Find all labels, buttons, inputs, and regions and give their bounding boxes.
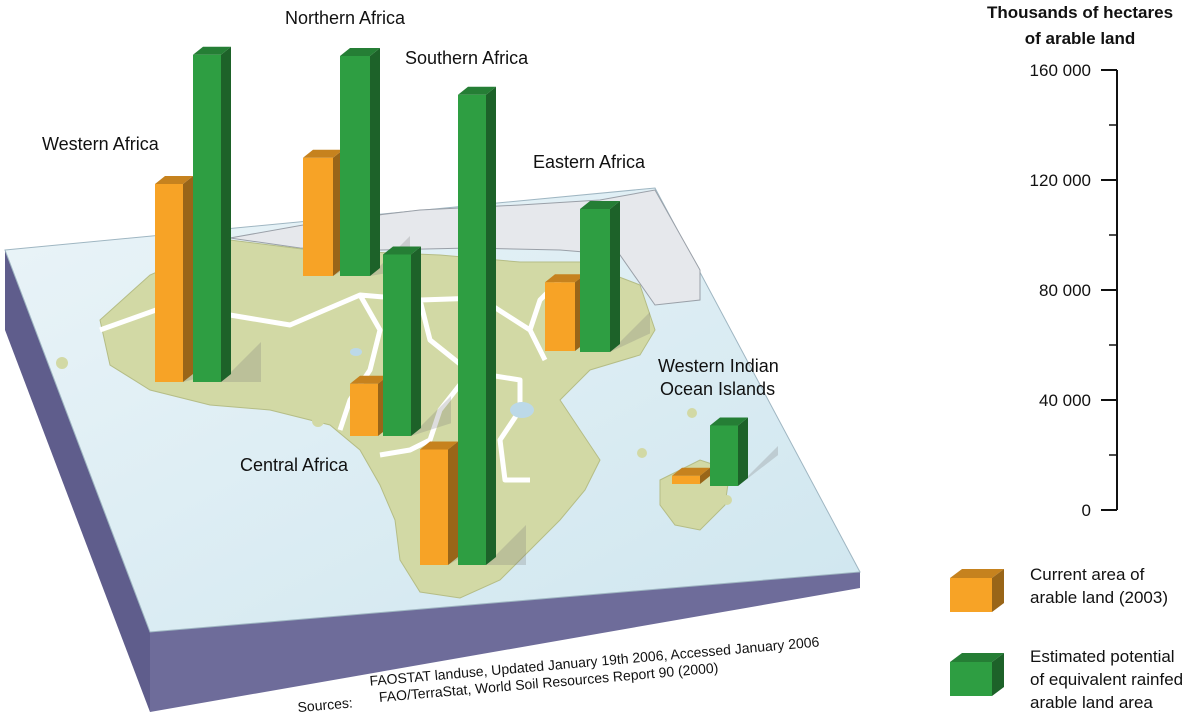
tick-label: 40 000 bbox=[1039, 391, 1091, 410]
bar-potential-5 bbox=[710, 417, 778, 486]
bar-side bbox=[448, 441, 458, 565]
bar-potential-0 bbox=[193, 46, 261, 382]
bar-front bbox=[350, 383, 378, 436]
bar-top bbox=[383, 246, 421, 255]
bar-side bbox=[370, 48, 380, 276]
bar-front bbox=[580, 209, 610, 352]
region-labels: Western Africa Northern Africa Southern Af… bbox=[42, 8, 779, 475]
island bbox=[637, 448, 647, 458]
bar-front bbox=[710, 425, 738, 486]
tick-label: 80 000 bbox=[1039, 281, 1091, 300]
bar-top bbox=[303, 149, 343, 158]
legend-swatch bbox=[950, 653, 1004, 696]
bar-front bbox=[383, 254, 411, 436]
lake-victoria bbox=[510, 402, 534, 418]
lake-chad bbox=[350, 348, 362, 356]
bar-top bbox=[340, 48, 380, 56]
region-borders bbox=[99, 278, 562, 483]
bar-top bbox=[672, 467, 710, 476]
y-axis: Thousands of hectares of arable land 0 40… bbox=[987, 3, 1173, 520]
bar-side bbox=[738, 417, 748, 486]
region-label: Western Africa bbox=[42, 134, 160, 154]
swatch-side bbox=[992, 653, 1004, 696]
region-label: Central Africa bbox=[240, 455, 349, 475]
region-label: Western Indian bbox=[658, 356, 779, 376]
swatch-front bbox=[950, 662, 992, 696]
island bbox=[687, 408, 697, 418]
legend-item-potential: Estimated potential of equivalent rainfed… bbox=[950, 647, 1183, 712]
tick-label: 160 000 bbox=[1030, 61, 1091, 80]
island bbox=[312, 415, 324, 427]
legend-label: arable land area bbox=[1030, 693, 1153, 712]
swatch-top bbox=[950, 653, 1004, 662]
bar-front bbox=[340, 56, 370, 276]
bar-top bbox=[350, 375, 388, 384]
swatch-top bbox=[950, 569, 1004, 578]
bar-side bbox=[411, 246, 421, 436]
bar-front bbox=[155, 184, 183, 382]
bar-front bbox=[193, 54, 221, 382]
bar-side bbox=[221, 46, 231, 382]
swatch-side bbox=[992, 569, 1004, 612]
island bbox=[56, 357, 68, 369]
bar-top bbox=[545, 274, 585, 283]
bar-top bbox=[193, 46, 231, 55]
bar-top bbox=[458, 86, 496, 95]
bar-front bbox=[420, 449, 448, 565]
bar-potential-4 bbox=[383, 246, 451, 436]
legend-swatch bbox=[950, 569, 1004, 612]
bar-front bbox=[458, 94, 486, 565]
bar-top bbox=[710, 417, 748, 426]
swatch-front bbox=[950, 578, 992, 612]
axis-title-line-2: of arable land bbox=[1025, 29, 1136, 48]
bar-front bbox=[672, 475, 700, 484]
bar-potential-2 bbox=[458, 86, 526, 565]
bar-side bbox=[183, 176, 193, 382]
region-label: Ocean Islands bbox=[660, 379, 775, 399]
bar-side bbox=[700, 467, 710, 484]
tick-label: 0 bbox=[1082, 501, 1091, 520]
bars-layer bbox=[155, 46, 778, 565]
bar-top bbox=[580, 201, 620, 209]
bar-top bbox=[420, 441, 458, 450]
legend-label: arable land (2003) bbox=[1030, 588, 1168, 607]
bar-potential-3 bbox=[580, 201, 650, 352]
region-label: Eastern Africa bbox=[533, 152, 646, 172]
bar-side bbox=[486, 86, 496, 565]
legend-item-current: Current area of arable land (2003) bbox=[950, 565, 1168, 612]
legend-label: of equivalent rainfed bbox=[1030, 670, 1183, 689]
legend-label: Current area of bbox=[1030, 565, 1145, 584]
region-label: Northern Africa bbox=[285, 8, 406, 28]
axis-title-line-1: Thousands of hectares bbox=[987, 3, 1173, 22]
sources-prefix: Sources: bbox=[297, 694, 353, 715]
island bbox=[722, 495, 732, 505]
bar-front bbox=[303, 157, 333, 276]
tick-label: 120 000 bbox=[1030, 171, 1091, 190]
legend: Current area of arable land (2003) Estimat… bbox=[950, 565, 1183, 712]
bar-front bbox=[545, 282, 575, 351]
bar-side bbox=[610, 201, 620, 352]
bar-top bbox=[155, 176, 193, 184]
region-label: Southern Africa bbox=[405, 48, 529, 68]
legend-label: Estimated potential bbox=[1030, 647, 1175, 666]
board-side-left bbox=[5, 250, 150, 712]
board-side-front bbox=[150, 572, 860, 712]
